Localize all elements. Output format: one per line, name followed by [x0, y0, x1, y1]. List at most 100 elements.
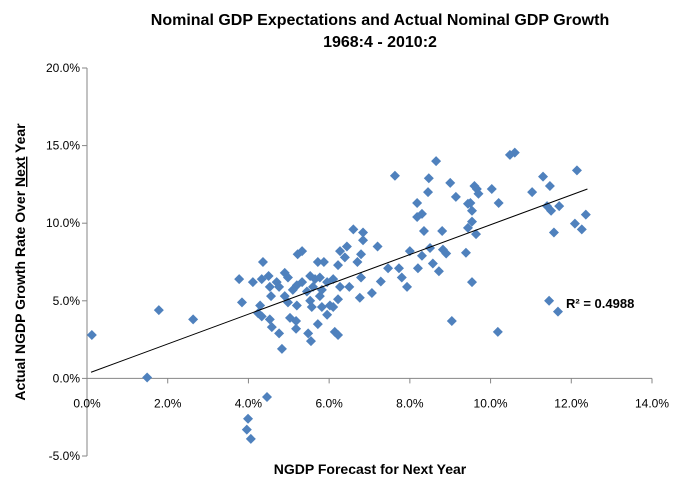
data-point [188, 314, 199, 325]
data-point [234, 274, 245, 285]
data-point [335, 246, 346, 257]
axes: -5.0% 0.0% 5.0% 10.0% 15.0% 20.0% 0.0% 2.0% 4.0%… [46, 61, 669, 463]
data-point [423, 187, 434, 198]
data-point [356, 249, 367, 260]
data-point [339, 252, 350, 263]
data-point [341, 241, 352, 252]
data-point [297, 277, 308, 288]
data-point [274, 328, 285, 339]
data-point [236, 297, 247, 308]
data-point [416, 250, 427, 261]
data-point [383, 263, 394, 274]
data-point [241, 424, 252, 435]
data-point [312, 319, 323, 330]
data-point [264, 281, 275, 292]
data-point [328, 302, 339, 313]
data-point [527, 187, 538, 198]
data-point [576, 224, 587, 235]
data-point [467, 277, 478, 288]
data-point [256, 311, 267, 322]
data-point [358, 235, 369, 246]
x-tick-label: 6.0% [315, 396, 343, 410]
data-point [393, 263, 404, 274]
data-point [247, 277, 258, 288]
data-point [366, 288, 377, 299]
data-point [314, 291, 325, 302]
chart-title: Nominal GDP Expectations and Actual Nomi… [151, 12, 609, 29]
data-point [554, 201, 565, 212]
data-point [552, 306, 563, 317]
data-point [402, 281, 413, 292]
data-point [425, 243, 436, 254]
y-axis-label-part1: Actual NGDP Growth Rate Over [12, 187, 28, 401]
y-axis-label-part2: Next [12, 156, 28, 187]
x-tick-label: 14.0% [635, 396, 669, 410]
data-point [352, 257, 363, 267]
data-point [153, 305, 164, 316]
data-point [354, 292, 365, 303]
data-point [314, 272, 325, 283]
data-point [264, 314, 275, 325]
trendline [90, 188, 588, 373]
data-point [274, 281, 285, 292]
data-point [546, 205, 557, 216]
data-point [486, 184, 497, 195]
data-point [389, 170, 400, 181]
data-point [538, 171, 549, 182]
data-point [467, 205, 478, 216]
data-point [450, 191, 461, 202]
data-point [427, 258, 438, 269]
data-point [282, 297, 293, 308]
data-point [142, 372, 153, 383]
data-point [437, 225, 448, 236]
data-point [412, 198, 423, 209]
data-point [276, 343, 287, 354]
data-point [266, 322, 277, 333]
data-point [375, 276, 386, 287]
x-tick-label: 4.0% [235, 396, 263, 410]
data-point [348, 224, 359, 235]
data-point [333, 329, 344, 340]
data-point [287, 284, 298, 295]
data-point [333, 294, 344, 305]
data-point [412, 263, 423, 274]
data-point [433, 266, 444, 277]
data-point [569, 218, 580, 229]
y-tick-label: 5.0% [53, 294, 81, 308]
data-point [418, 225, 429, 236]
data-point [344, 281, 355, 292]
data-point [412, 211, 423, 222]
data-point [243, 413, 254, 424]
data-point [544, 180, 555, 191]
data-point [263, 270, 274, 281]
data-points [86, 147, 591, 444]
data-point [291, 323, 302, 334]
x-tick-label: 2.0% [154, 396, 182, 410]
y-axis-label-part3: Year [12, 123, 28, 157]
data-point [460, 247, 471, 258]
data-point [335, 281, 346, 292]
data-point [431, 156, 442, 167]
chart-subtitle: 1968:4 - 2010:2 [323, 34, 437, 51]
data-point [282, 272, 293, 283]
x-tick-label: 10.0% [474, 396, 508, 410]
y-tick-label: 15.0% [46, 139, 80, 153]
data-point [86, 329, 97, 340]
data-point [492, 326, 503, 337]
r-squared-label: R² = 0.4988 [566, 296, 634, 311]
data-point [356, 272, 367, 283]
data-point [467, 216, 478, 227]
data-point [493, 198, 504, 209]
data-point [303, 328, 314, 339]
data-point [306, 302, 317, 313]
data-point [291, 300, 302, 311]
data-point [509, 147, 520, 158]
data-point [446, 315, 457, 326]
data-point [544, 295, 555, 306]
data-point [291, 315, 302, 326]
data-point [358, 227, 369, 238]
data-point [333, 260, 344, 271]
data-point [396, 272, 407, 283]
x-axis-label: NGDP Forecast for Next Year [274, 461, 467, 477]
